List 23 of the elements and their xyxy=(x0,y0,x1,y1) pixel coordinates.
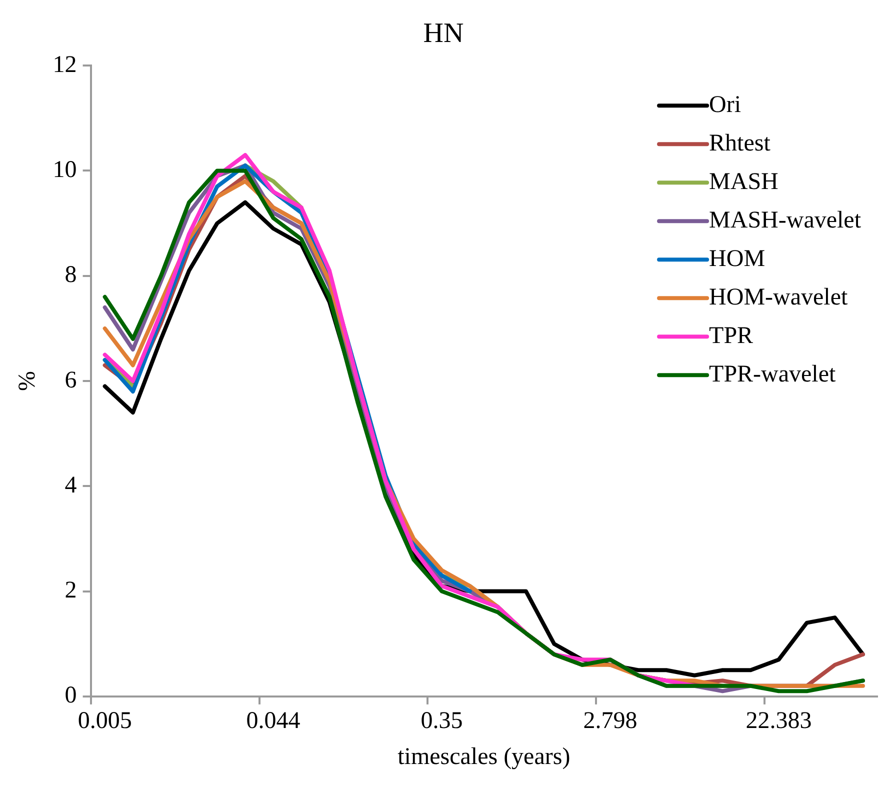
legend-label: MASH xyxy=(709,168,778,195)
x-tick-label: 0.35 xyxy=(420,708,463,734)
y-tick-label: 4 xyxy=(64,472,77,498)
x-axis-title: timescales (years) xyxy=(398,744,570,770)
legend-label: Ori xyxy=(709,92,742,118)
y-tick-label: 12 xyxy=(52,52,77,78)
y-tick-label: 0 xyxy=(64,682,77,709)
y-tick-label: 10 xyxy=(52,157,77,184)
y-axis-title: % xyxy=(14,371,41,391)
legend-label: HOM xyxy=(709,246,766,272)
x-tick-label: 0.005 xyxy=(78,708,132,734)
y-tick-label: 2 xyxy=(64,578,77,604)
legend-label: TPR-wavelet xyxy=(709,361,836,388)
legend-label: Rhtest xyxy=(709,130,771,156)
chart-title: HN xyxy=(423,18,464,50)
legend-label: TPR xyxy=(709,322,754,349)
y-tick-label: 6 xyxy=(64,367,77,394)
legend-label: HOM-wavelet xyxy=(709,284,848,310)
x-tick-label: 2.798 xyxy=(583,708,638,734)
x-tick-label: 22.383 xyxy=(746,708,812,734)
x-tick-label: 0.044 xyxy=(246,708,300,734)
y-tick-label: 8 xyxy=(64,262,77,288)
legend-label: MASH-wavelet xyxy=(709,207,862,234)
